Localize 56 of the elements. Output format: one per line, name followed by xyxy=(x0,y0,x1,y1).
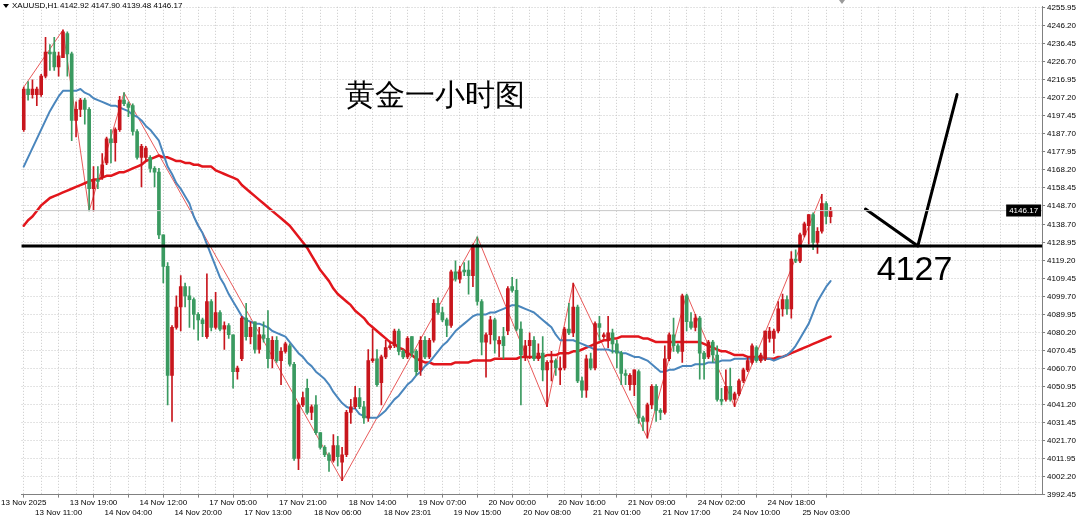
x-tick-label: 14 Nov 04:00 xyxy=(104,507,153,517)
x-tick-label: 14 Nov 12:00 xyxy=(139,498,188,508)
y-tick-label: 4255.95 xyxy=(1047,3,1077,13)
y-tick-label: 4060.70 xyxy=(1047,363,1077,373)
y-tick-label: 4002.20 xyxy=(1047,471,1077,481)
y-tick-label: 4177.95 xyxy=(1047,147,1077,157)
x-tick-label: 13 Nov 11:00 xyxy=(35,507,83,517)
y-tick-label: 4119.20 xyxy=(1047,255,1076,265)
y-tick-label: 4080.20 xyxy=(1047,327,1077,337)
y-tick-label: 4168.20 xyxy=(1047,165,1077,175)
y-tick-label: 4148.70 xyxy=(1047,201,1077,211)
y-tick-label: 4021.70 xyxy=(1047,435,1077,445)
y-tick-label: 4207.20 xyxy=(1047,93,1077,103)
x-tick-label: 19 Nov 07:00 xyxy=(418,498,467,508)
x-tick-label: 21 Nov 09:00 xyxy=(627,498,677,508)
y-tick-label: 3992.45 xyxy=(1047,489,1077,499)
ref-line-label: 4127 xyxy=(876,249,953,288)
y-tick-label: 4070.45 xyxy=(1047,345,1077,355)
y-tick-label: 4031.45 xyxy=(1047,417,1077,427)
annotation: XAUUSD,H1 4142.92 4147.90 4139.48 4146.17 xyxy=(12,1,183,11)
x-tick-label: 17 Nov 21:00 xyxy=(279,498,328,508)
x-tick-label: 13 Nov 19:00 xyxy=(69,498,118,508)
ref-line-label: 4146.17 xyxy=(1009,205,1039,215)
x-tick-label: 25 Nov 03:00 xyxy=(802,507,851,517)
y-tick-label: 4158.45 xyxy=(1047,183,1077,193)
x-tick-label: 18 Nov 14:00 xyxy=(348,498,397,508)
y-tick-label: 4109.45 xyxy=(1047,273,1077,283)
x-tick-label: 18 Nov 06:00 xyxy=(313,507,363,517)
y-tick-label: 4216.95 xyxy=(1047,75,1077,85)
x-tick-label: 20 Nov 00:00 xyxy=(488,498,537,508)
x-tick-label: 20 Nov 08:00 xyxy=(523,507,572,517)
y-tick-label: 4050.95 xyxy=(1047,381,1077,391)
y-tick-label: 4187.70 xyxy=(1047,129,1077,139)
x-tick-label: 13 Nov 2025 xyxy=(1,498,47,508)
y-tick-label: 4138.70 xyxy=(1047,219,1077,229)
x-tick-label: 14 Nov 20:00 xyxy=(174,507,223,517)
y-tick-label: 4011.95 xyxy=(1047,453,1076,463)
y-tick-label: 4041.20 xyxy=(1047,399,1077,409)
y-tick-label: 4089.95 xyxy=(1047,309,1077,319)
y-tick-label: 4128.95 xyxy=(1047,237,1077,247)
y-tick-label: 4246.20 xyxy=(1047,21,1077,31)
x-tick-label: 24 Nov 02:00 xyxy=(697,498,746,508)
x-tick-label: 18 Nov 23:01 xyxy=(383,507,432,517)
x-tick-label: 17 Nov 13:00 xyxy=(244,507,293,517)
y-tick-label: 4197.45 xyxy=(1047,111,1077,121)
y-tick-label: 4236.45 xyxy=(1047,39,1077,49)
x-tick-label: 24 Nov 10:00 xyxy=(732,507,781,517)
x-tick-label: 20 Nov 16:00 xyxy=(558,498,607,508)
y-tick-label: 4226.70 xyxy=(1047,57,1077,67)
x-tick-label: 21 Nov 01:00 xyxy=(593,507,642,517)
y-tick-label: 4099.70 xyxy=(1047,291,1077,301)
x-tick-label: 24 Nov 18:00 xyxy=(767,498,816,508)
x-tick-label: 17 Nov 05:00 xyxy=(209,498,258,508)
x-tick-label: 21 Nov 17:00 xyxy=(662,507,711,517)
x-tick-label: 19 Nov 15:00 xyxy=(453,507,502,517)
text: 黄金一小时图 xyxy=(345,77,525,112)
